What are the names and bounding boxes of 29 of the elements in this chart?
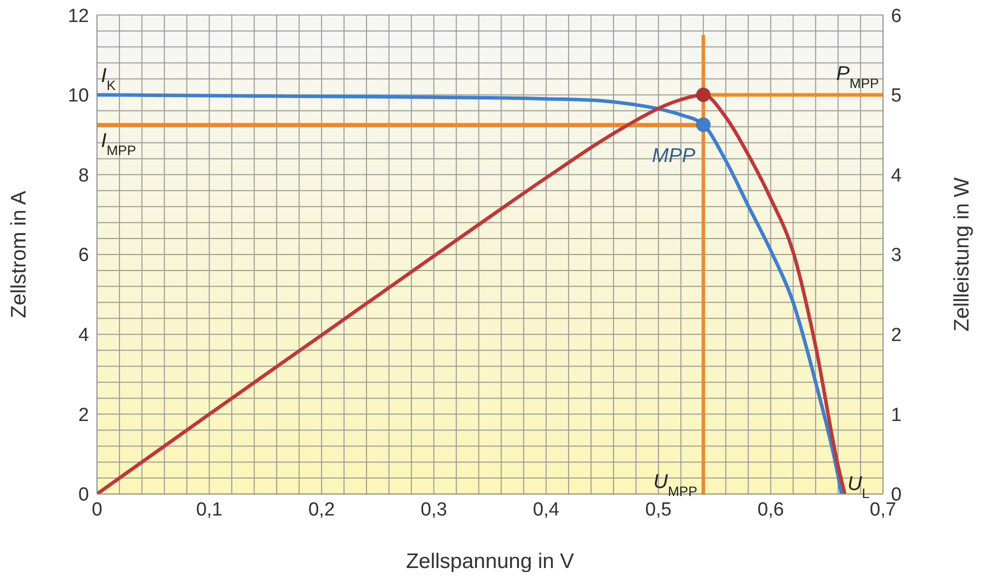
- y2-tick-label: 3: [891, 245, 902, 266]
- x-tick-label: 0,1: [196, 499, 222, 520]
- annotation: U$_{MPP}$: [653, 471, 698, 498]
- annotation: I$_{K}$: [101, 64, 116, 92]
- annotation: MPP: [652, 144, 696, 167]
- y2-tick-label: 4: [891, 165, 902, 186]
- x-tick-label: 0: [92, 499, 102, 520]
- y2-tick-label: 1: [891, 404, 902, 426]
- y2-tick-label: 2: [891, 325, 902, 346]
- x-tick-label: 0,3: [420, 499, 448, 520]
- annotation: I$_{MPP}$: [101, 130, 136, 158]
- y-tick-label: 6: [78, 245, 89, 266]
- x-tick-label: 0,4: [532, 499, 560, 520]
- y-tick-label: 12: [68, 6, 89, 27]
- annotation: U$_{L}$: [847, 473, 870, 500]
- x-tick-label: 0,6: [758, 499, 784, 520]
- y2-tick-label: 6: [891, 6, 902, 27]
- y-axis-title: Zellstrom in A: [7, 190, 30, 318]
- y-tick-label: 0: [78, 484, 89, 506]
- y2-tick-label: 5: [891, 86, 902, 107]
- annotation: P$_{MPP}$: [836, 62, 879, 90]
- y-tick-label: 10: [68, 86, 89, 107]
- x-tick-label: 0,2: [308, 499, 335, 520]
- x-axis-title: Zellspannung in V: [406, 550, 574, 573]
- y-tick-label: 4: [78, 325, 90, 346]
- y-tick-label: 2: [78, 404, 89, 426]
- y2-axis-title: Zellleistung in W: [950, 177, 974, 332]
- x-tick-label: 0,5: [645, 499, 672, 520]
- y-tick-label: 8: [78, 165, 89, 186]
